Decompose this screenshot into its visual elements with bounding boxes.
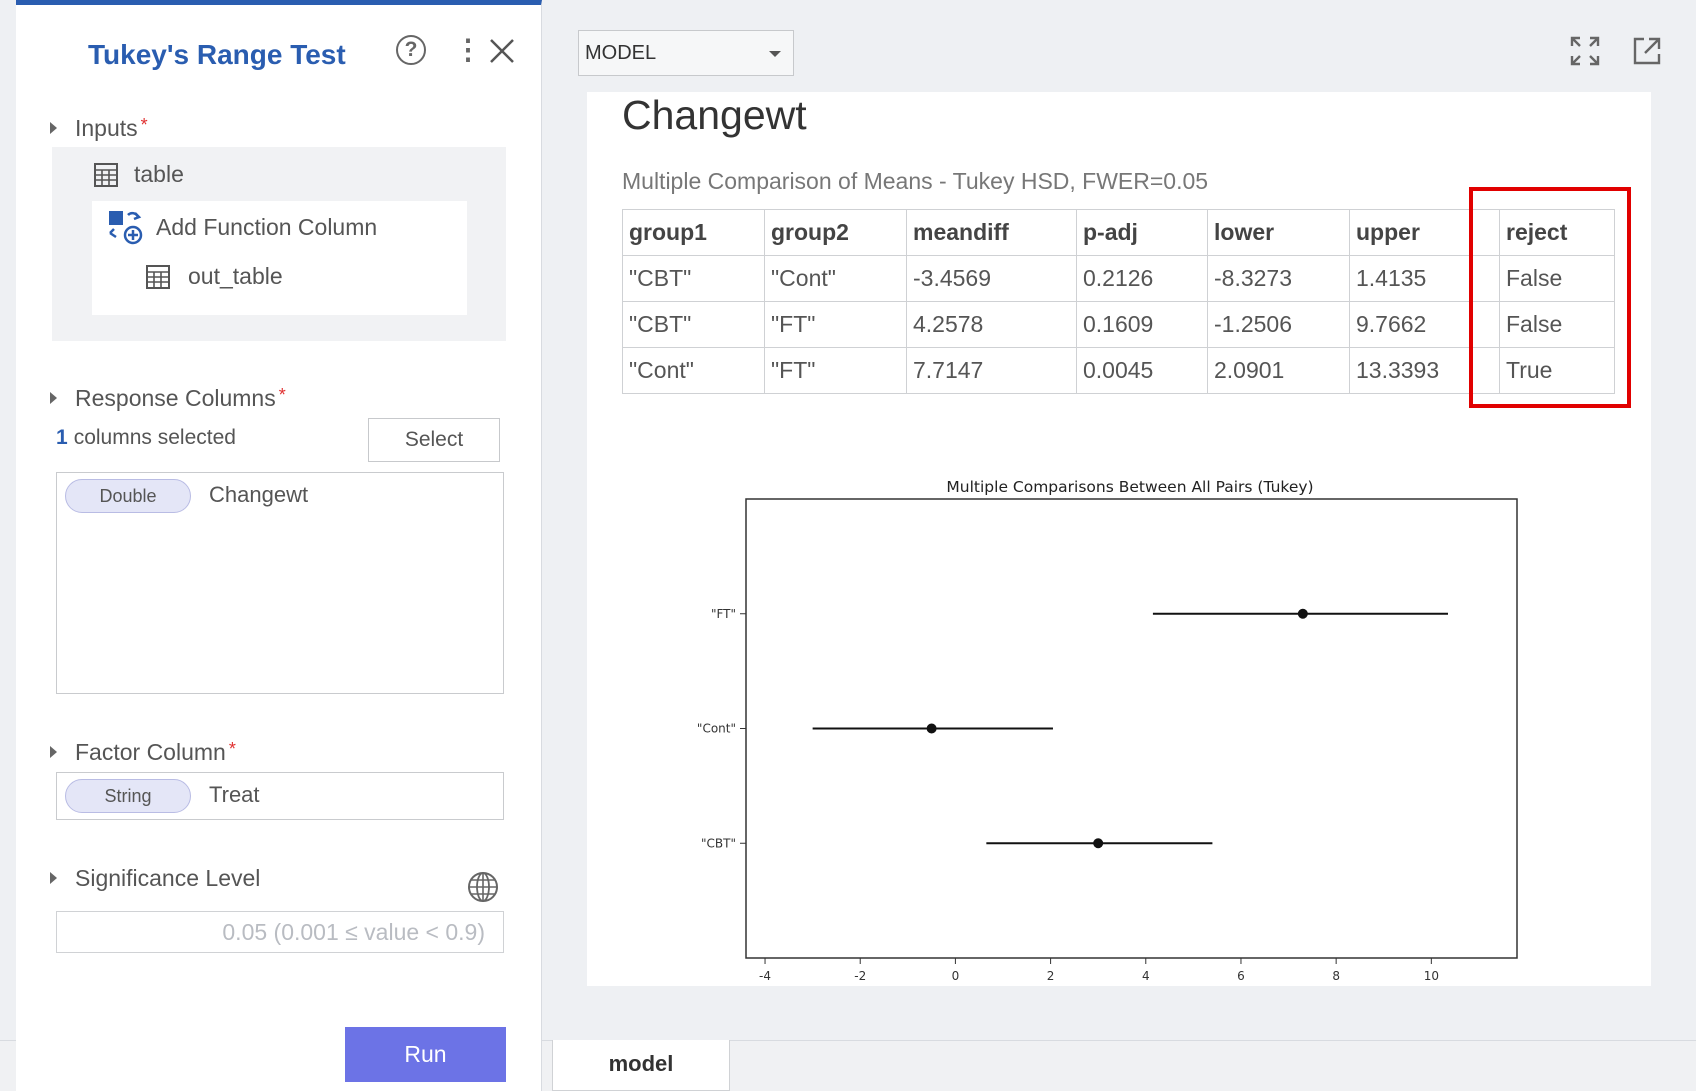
required-mark: *	[140, 115, 148, 135]
x-tick-label: 0	[952, 969, 960, 983]
column-header: p-adj	[1076, 209, 1208, 256]
output-type-select[interactable]: MODEL	[578, 30, 794, 76]
x-tick-label: -2	[854, 969, 866, 983]
column-type-badge: String	[65, 779, 191, 813]
output-type-value: MODEL	[585, 42, 657, 64]
table-cell: -3.4569	[906, 255, 1077, 302]
expand-triangle-icon	[50, 121, 57, 134]
expand-triangle-icon	[50, 745, 57, 758]
factor-column-section-toggle[interactable]: Factor Column *	[50, 739, 236, 766]
expand-triangle-icon	[50, 391, 57, 404]
significance-level-label: Significance Level	[75, 865, 261, 891]
table-cell: "Cont"	[622, 347, 765, 394]
y-tick-label: "FT"	[711, 607, 736, 621]
mean-point	[1297, 608, 1308, 619]
open-external-icon[interactable]	[1632, 36, 1662, 66]
table-icon	[146, 264, 170, 289]
close-icon[interactable]	[488, 37, 516, 65]
x-tick-label: 2	[1047, 969, 1055, 983]
column-header: reject	[1499, 209, 1615, 256]
columns-selected-count: 1 columns selected	[56, 426, 236, 450]
panel-title: Tukey's Range Test	[88, 39, 346, 70]
inputs-tree: table Add Function Column out	[52, 147, 506, 341]
table-cell: 2.0901	[1207, 347, 1350, 394]
table-cell: "CBT"	[622, 301, 765, 348]
factor-column-name: Treat	[209, 782, 260, 807]
table-cell: 4.2578	[906, 301, 1077, 348]
x-tick-label: 10	[1424, 969, 1439, 983]
table-cell: 7.7147	[906, 347, 1077, 394]
y-tick-label: "Cont"	[697, 722, 736, 736]
mean-point	[1093, 838, 1104, 849]
expand-triangle-icon	[50, 871, 57, 884]
significance-level-section-toggle[interactable]: Significance Level	[50, 865, 260, 892]
selected-count-text: columns selected	[73, 426, 236, 449]
table-cell: 1.4135	[1349, 255, 1500, 302]
table-cell: -1.2506	[1207, 301, 1350, 348]
x-tick-label: 8	[1332, 969, 1340, 983]
table-cell: 9.7662	[1349, 301, 1500, 348]
output-table-name: out_table	[188, 263, 283, 289]
y-tick-label: "CBT"	[701, 836, 736, 850]
column-type-badge: Double	[65, 479, 191, 513]
table-cell: "FT"	[764, 347, 907, 394]
column-header: lower	[1207, 209, 1350, 256]
table-cell: 0.2126	[1076, 255, 1208, 302]
chart-title: Multiple Comparisons Between All Pairs (…	[946, 478, 1313, 496]
response-columns-section-toggle[interactable]: Response Columns *	[50, 385, 286, 412]
table-cell: "Cont"	[764, 255, 907, 302]
expand-fullscreen-icon[interactable]	[1570, 36, 1600, 66]
factor-column-field[interactable]: String Treat	[56, 772, 504, 820]
tab-model[interactable]: model	[552, 1040, 730, 1091]
column-header: upper	[1349, 209, 1500, 256]
globe-icon[interactable]	[467, 871, 499, 903]
mean-point	[926, 723, 937, 734]
column-header: meandiff	[906, 209, 1077, 256]
add-function-column-label: Add Function Column	[156, 213, 378, 240]
chevron-down-icon	[769, 51, 781, 57]
tukey-result-table: group1 group2 meandiff p-adj lower upper…	[622, 209, 1615, 394]
function-column-box: Add Function Column out_table	[92, 201, 467, 315]
response-columns-label: Response Columns	[75, 385, 276, 411]
input-table-item[interactable]: table	[94, 161, 184, 188]
table-cell: True	[1499, 347, 1615, 394]
table-cell: False	[1499, 301, 1615, 348]
run-button[interactable]: Run	[345, 1027, 506, 1082]
help-icon[interactable]: ?	[396, 35, 426, 65]
more-options-icon[interactable]: ⋮	[454, 34, 482, 65]
output-table-item[interactable]: out_table	[146, 263, 283, 290]
response-column-name: Changewt	[209, 482, 309, 507]
inputs-label: Inputs	[75, 115, 138, 141]
select-columns-button[interactable]: Select	[368, 418, 500, 462]
x-tick-label: 6	[1237, 969, 1245, 983]
required-mark: *	[228, 739, 236, 759]
required-mark: *	[278, 385, 286, 405]
output-title: Changewt	[622, 92, 807, 138]
tukey-comparison-chart: Multiple Comparisons Between All Pairs (…	[697, 478, 1518, 983]
table-cell: 13.3393	[1349, 347, 1500, 394]
output-card: Changewt Multiple Comparison of Means - …	[587, 92, 1651, 986]
table-row: "Cont" "FT" 7.7147 0.0045 2.0901 13.3393…	[622, 347, 1615, 394]
output-subtitle: Multiple Comparison of Means - Tukey HSD…	[622, 168, 1209, 194]
input-table-name: table	[134, 161, 184, 187]
table-row: "CBT" "FT" 4.2578 0.1609 -1.2506 9.7662 …	[622, 301, 1615, 348]
x-tick-label: -4	[759, 969, 771, 983]
table-row: "CBT" "Cont" -3.4569 0.2126 -8.3273 1.41…	[622, 255, 1615, 302]
significance-level-input[interactable]: 0.05 (0.001 ≤ value < 0.9)	[56, 911, 504, 953]
table-cell: 0.0045	[1076, 347, 1208, 394]
x-tick-label: 4	[1142, 969, 1150, 983]
tukey-settings-panel: Tukey's Range Test ? ⋮ Inputs * table	[16, 0, 542, 1091]
selected-count-number: 1	[56, 426, 68, 449]
reject-column-highlight	[1469, 187, 1631, 408]
table-cell: -8.3273	[1207, 255, 1350, 302]
add-function-column-item[interactable]: Add Function Column	[108, 209, 377, 245]
add-function-column-icon	[109, 211, 143, 245]
response-columns-list[interactable]: Double Changewt	[56, 472, 504, 694]
table-header-row: group1 group2 meandiff p-adj lower upper…	[622, 209, 1615, 256]
column-header: group2	[764, 209, 907, 256]
inputs-section-toggle[interactable]: Inputs *	[50, 115, 148, 142]
factor-column-label: Factor Column	[75, 739, 226, 765]
table-icon	[94, 162, 118, 187]
